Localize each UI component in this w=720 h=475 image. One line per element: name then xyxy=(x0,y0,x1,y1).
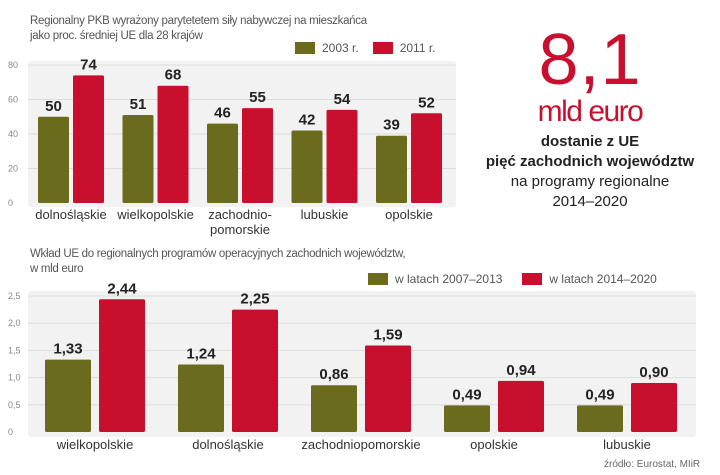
chart1-value-label: 54 xyxy=(334,91,351,108)
chart1-value-label: 46 xyxy=(214,105,231,122)
chart2-ytick-label: 1,5 xyxy=(8,345,21,355)
chart2-ytick-label: 2,5 xyxy=(8,291,21,301)
chart2-title: Wkład UE do regionalnych programów opera… xyxy=(30,247,406,277)
chart1-category-label: lubuskie xyxy=(301,207,349,222)
chart1-ytick-label: 60 xyxy=(8,95,18,105)
chart2-value-label: 0,86 xyxy=(319,366,348,383)
chart1-value-label: 55 xyxy=(249,89,266,106)
chart1-bar xyxy=(73,75,104,203)
chart2-category-label: lubuskie xyxy=(603,437,651,452)
headline-line-2: pięć zachodnich województw xyxy=(485,153,695,170)
chart2-bar xyxy=(232,309,278,432)
legend-swatch-red xyxy=(372,42,393,54)
chart1-category-label: pomorskie xyxy=(210,222,270,237)
chart2-ytick-label: 1,0 xyxy=(8,373,21,383)
legend-swatch-olive xyxy=(368,273,388,285)
chart2-legend-item-2007-2013: w latach 2007–2013 xyxy=(368,272,502,286)
chart1-bar xyxy=(207,123,238,203)
legend-swatch-red xyxy=(522,273,543,285)
legend-label: 2011 r. xyxy=(399,41,436,55)
chart1-bar xyxy=(411,113,442,203)
chart2-legend-item-2014-2020: w latach 2014–2020 xyxy=(522,272,657,286)
chart2-ytick-label: 0 xyxy=(8,427,13,437)
chart1-bar xyxy=(326,109,358,203)
chart2-bar xyxy=(444,405,490,432)
chart2-value-label: 2,44 xyxy=(107,280,137,297)
chart2-bar xyxy=(365,345,411,432)
chart1-category-label: zachodnio- xyxy=(208,207,272,222)
chart1-legend-item-2003: 2003 r. xyxy=(295,41,359,55)
chart2-bar xyxy=(99,299,145,432)
chart2-ytick-label: 2,0 xyxy=(8,318,21,328)
headline-unit: mld euro xyxy=(537,95,644,128)
chart1-value-label: 42 xyxy=(299,112,316,129)
legend-label: 2003 r. xyxy=(322,41,359,55)
chart1-value-label: 52 xyxy=(418,94,435,111)
headline-number: 8,1 xyxy=(538,20,642,100)
headline-line-1: dostanie z UE xyxy=(540,133,640,150)
chart2-value-label: 0,94 xyxy=(506,362,536,379)
chart2-category-label: zachodniopomorskie xyxy=(301,437,420,452)
chart1-value-label: 68 xyxy=(165,67,182,84)
chart1-bar xyxy=(122,115,154,203)
chart2-value-label: 0,49 xyxy=(585,386,614,403)
chart1-bar xyxy=(242,108,273,203)
chart1-bar xyxy=(38,116,69,203)
headline-block: 8,1 mld euro dostanie z UE pięć zachodni… xyxy=(470,24,710,212)
headline-line-4: 2014–2020 xyxy=(552,193,628,210)
chart1-bar xyxy=(291,130,323,203)
chart2-category-label: opolskie xyxy=(470,437,518,452)
chart2-bar xyxy=(45,359,91,432)
chart2-value-label: 1,24 xyxy=(186,346,216,363)
chart2-value-label: 0,90 xyxy=(639,364,668,381)
chart1-bar xyxy=(157,85,189,203)
chart1-legend-item-2011: 2011 r. xyxy=(372,41,436,55)
chart2-value-label: 2,25 xyxy=(240,291,269,308)
chart2-title-line-2: w mld euro xyxy=(30,263,84,275)
legend-swatch-olive xyxy=(295,42,315,54)
chart2-legend: w latach 2007–2013 w latach 2014–2020 xyxy=(368,272,671,286)
chart1-category-label: opolskie xyxy=(385,207,433,222)
chart1-bar xyxy=(376,135,407,203)
chart2-bar xyxy=(178,364,224,432)
chart1-legend: 2003 r. 2011 r. xyxy=(295,41,450,55)
chart2-category-label: dolnośląskie xyxy=(192,437,264,452)
legend-label: w latach 2014–2020 xyxy=(549,272,657,286)
chart2-ytick-label: 0,5 xyxy=(8,400,21,410)
chart2-bar xyxy=(498,380,544,432)
chart1-title: Regionalny PKB wyrażony parytetetem siły… xyxy=(30,14,367,44)
chart1-title-line-2: jako proc. średniej UE dla 28 krajów xyxy=(30,30,203,42)
source-note: źródło: Eurostat, MIiR xyxy=(604,459,701,470)
chart1-value-label: 74 xyxy=(80,56,97,73)
chart1-value-label: 50 xyxy=(45,98,62,115)
chart1-category-label: wielkopolskie xyxy=(116,207,194,222)
chart2-value-label: 0,49 xyxy=(452,386,481,403)
chart1-title-line-1: Regionalny PKB wyrażony parytetetem siły… xyxy=(30,15,367,27)
chart2-bar xyxy=(631,383,677,432)
chart2-bar xyxy=(577,405,623,432)
chart1-ytick-label: 40 xyxy=(8,129,18,139)
chart2-bar xyxy=(311,385,357,432)
chart2-value-label: 1,33 xyxy=(53,341,82,358)
chart1-value-label: 39 xyxy=(383,117,400,134)
chart2-value-label: 1,59 xyxy=(373,327,402,344)
headline-line-3: na programy regionalne xyxy=(510,173,670,190)
chart1-ytick-label: 20 xyxy=(8,164,18,174)
legend-label: w latach 2007–2013 xyxy=(395,272,503,286)
chart1-ytick-label: 0 xyxy=(8,198,13,208)
chart1-ytick-label: 80 xyxy=(8,60,18,70)
chart2-title-line-1: Wkład UE do regionalnych programów opera… xyxy=(30,248,406,260)
chart2-category-label: wielkopolskie xyxy=(56,437,134,452)
chart1-value-label: 51 xyxy=(130,96,147,113)
chart1-category-label: dolnośląskie xyxy=(35,207,107,222)
